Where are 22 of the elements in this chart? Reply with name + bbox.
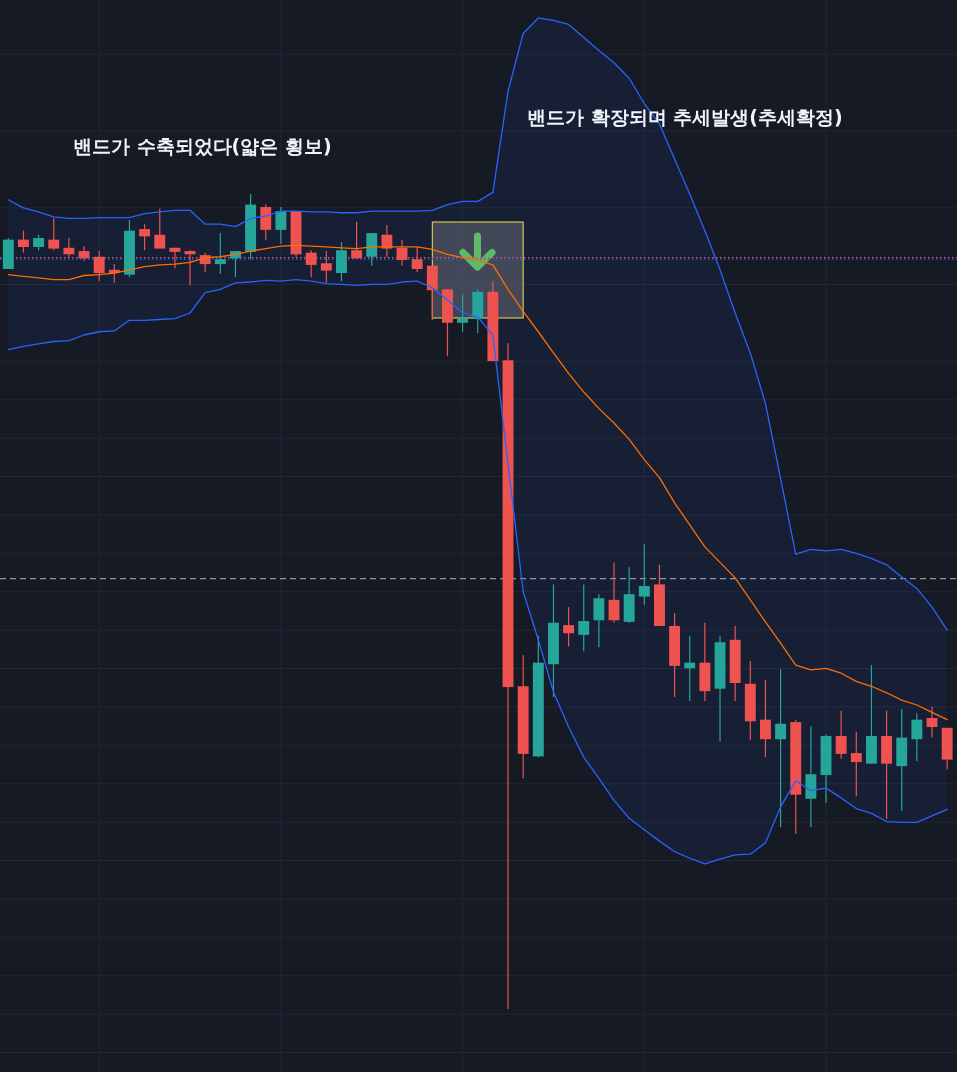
candlestick — [139, 223, 151, 251]
candlestick — [638, 543, 650, 606]
candlestick — [911, 712, 923, 762]
candlestick — [775, 668, 787, 828]
candlestick — [850, 731, 862, 797]
candlestick — [760, 679, 771, 758]
candlestick — [260, 204, 272, 241]
text: 밴드가 수축되었다(얇은 횡보) — [73, 135, 332, 157]
candlestick — [578, 583, 590, 652]
candlestick — [563, 606, 575, 647]
candlestick — [214, 232, 226, 275]
candlestick — [457, 293, 469, 333]
candlestick — [593, 593, 605, 648]
candlestick — [336, 241, 347, 282]
candlestick — [48, 217, 60, 251]
candlestick — [608, 561, 620, 624]
candlestick — [366, 232, 378, 267]
candlestick — [835, 710, 847, 760]
candlestick — [926, 706, 938, 739]
candlestick — [154, 208, 166, 250]
candlestick — [18, 230, 29, 254]
candlestick — [275, 206, 287, 245]
